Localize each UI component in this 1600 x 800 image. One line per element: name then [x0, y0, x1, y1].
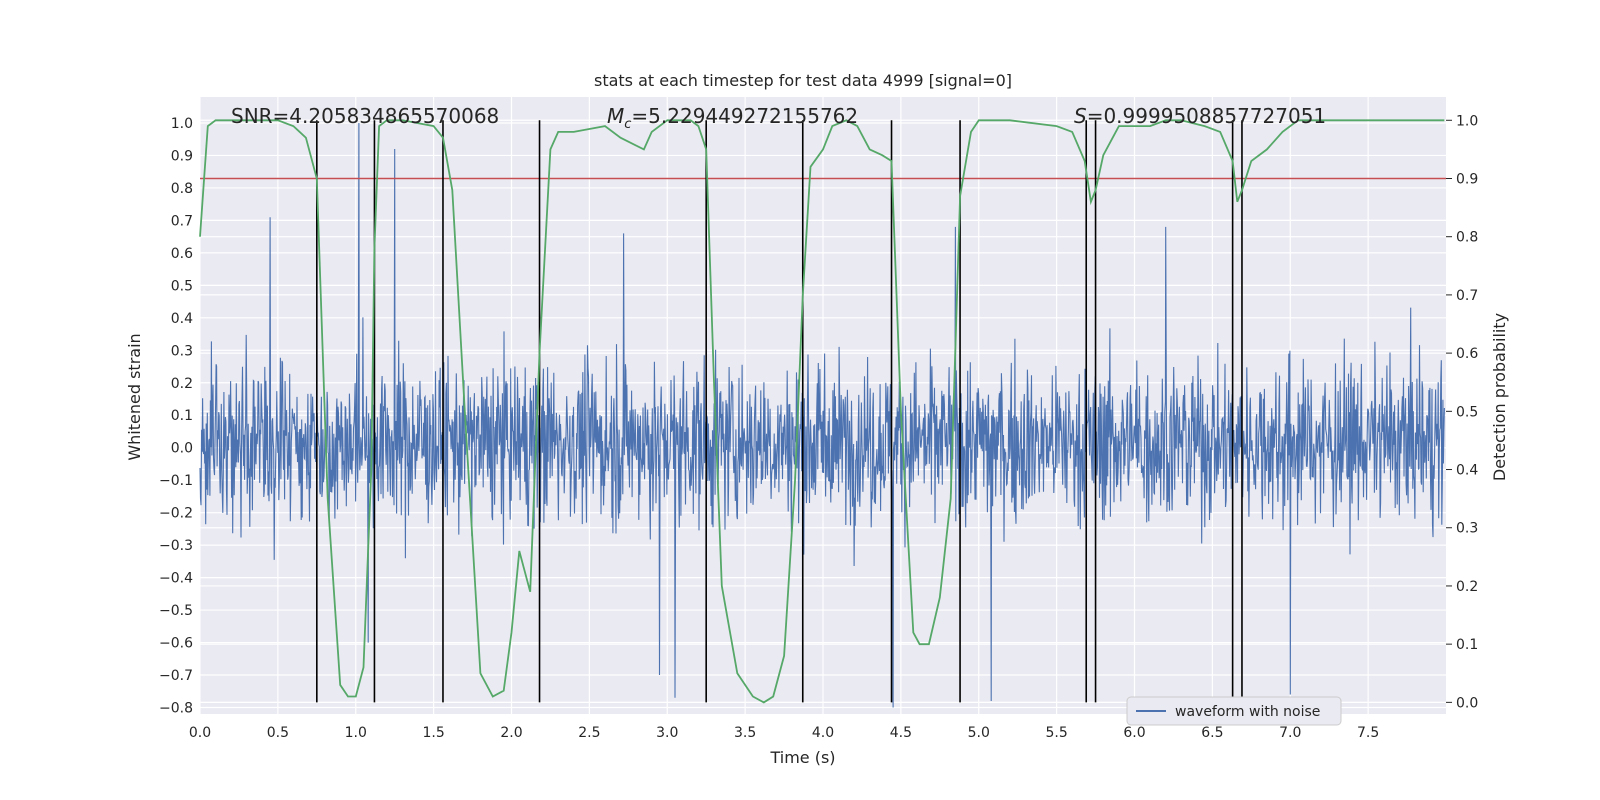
chart-title: stats at each timestep for test data 499… — [594, 71, 1012, 90]
y-left-tick-label: 0.1 — [171, 408, 193, 424]
waveform-line — [199, 122, 1445, 708]
x-tick-label: 1.0 — [345, 725, 367, 741]
probability-line — [199, 119, 1445, 704]
x-tick-label: 7.5 — [1357, 725, 1379, 741]
s-symbol: S — [1074, 104, 1087, 128]
y-right-tick-label: 0.2 — [1456, 579, 1478, 595]
legend: waveform with noise — [1126, 696, 1342, 726]
y-left-tick-label: −0.8 — [159, 701, 193, 717]
x-tick-label: 7.0 — [1279, 725, 1301, 741]
y-left-tick-label: −0.7 — [159, 668, 193, 684]
x-tick-label: 2.5 — [578, 725, 600, 741]
y-left-tick-label: 0.6 — [171, 246, 193, 262]
y-right-tick-label: 0.3 — [1456, 521, 1478, 537]
x-tick-label: 4.0 — [812, 725, 834, 741]
s-annotation: S=0.9999508857727051 — [1074, 104, 1326, 128]
x-tick-label: 1.5 — [422, 725, 444, 741]
x-tick-label: 3.0 — [656, 725, 678, 741]
y-left-axis-label: Whitened strain — [125, 333, 144, 460]
mc-subscript: c — [624, 117, 631, 132]
y-left-tick-label: 0.3 — [171, 343, 193, 359]
x-tick-label: 6.5 — [1201, 725, 1223, 741]
y-left-tick-label: −0.2 — [159, 506, 193, 522]
x-tick-label: 4.5 — [890, 725, 912, 741]
x-tick-label: 5.5 — [1045, 725, 1067, 741]
y-left-tick-label: 0.7 — [171, 213, 193, 229]
y-right-tick-label: 1.0 — [1456, 113, 1478, 129]
y-right-tick-label: 0.9 — [1456, 171, 1478, 187]
y-left-tick-label: 0.8 — [171, 181, 193, 197]
y-right-tick-label: 0.8 — [1456, 230, 1478, 246]
y-left-tick-label: 0.4 — [171, 311, 193, 327]
y-right-tick-label: 0.6 — [1456, 346, 1478, 362]
y-right-tick-labels: 1.0 0.9 0.8 0.7 0.6 0.5 0.4 0.3 0.2 0.1 0.0 — [1446, 113, 1478, 711]
y-left-tick-label: 1.0 — [171, 116, 193, 132]
x-tick-label: 0.5 — [267, 725, 289, 741]
x-tick-label: 6.0 — [1123, 725, 1145, 741]
y-left-tick-label: −0.3 — [159, 538, 193, 554]
mc-value: =5.229449272155762 — [631, 104, 858, 128]
y-right-tick-label: 0.5 — [1456, 404, 1478, 420]
y-left-tick-label: 0.2 — [171, 376, 193, 392]
y-right-tick-label: 0.7 — [1456, 288, 1478, 304]
y-left-tick-label: −0.4 — [159, 571, 193, 587]
x-axis-label: Time (s) — [769, 748, 835, 767]
y-left-tick-label: −0.5 — [159, 603, 193, 619]
snr-annotation: SNR=4.205834865570068 — [231, 104, 499, 128]
y-left-tick-label: −0.6 — [159, 636, 193, 652]
y-left-tick-label: 0.5 — [171, 278, 193, 294]
y-left-tick-label: 0.9 — [171, 148, 193, 164]
x-tick-label: 2.0 — [500, 725, 522, 741]
mc-symbol: M — [607, 104, 624, 128]
y-left-tick-label: 0.0 — [171, 441, 193, 457]
mc-annotation: Mc=5.229449272155762 — [607, 104, 858, 132]
y-left-tick-label: −0.1 — [159, 473, 193, 489]
y-right-tick-label: 0.4 — [1456, 463, 1478, 479]
x-tick-label: 0.0 — [189, 725, 211, 741]
y-right-axis-label: Detection probability — [1490, 313, 1509, 481]
probability-series — [199, 119, 1445, 704]
y-left-tick-labels: 1.0 0.9 0.8 0.7 0.6 0.5 0.4 0.3 0.2 0.1 0.0 −0.1 −0.… — [159, 116, 193, 717]
s-value: =0.9999508857727051 — [1087, 104, 1326, 128]
waveform-series — [199, 122, 1445, 708]
y-right-tick-label: 0.0 — [1456, 695, 1478, 711]
legend-entry: waveform with noise — [1175, 704, 1320, 720]
crossing-lines — [316, 120, 1243, 703]
y-right-tick-label: 0.1 — [1456, 637, 1478, 653]
x-tick-label: 5.0 — [968, 725, 990, 741]
x-tick-labels: 0.0 0.5 1.0 1.5 2.0 2.5 3.0 3.5 4.0 4.5 5.0 5.5 6.0 6… — [189, 725, 1379, 741]
x-tick-label: 3.5 — [734, 725, 756, 741]
legend-box — [1126, 696, 1342, 726]
